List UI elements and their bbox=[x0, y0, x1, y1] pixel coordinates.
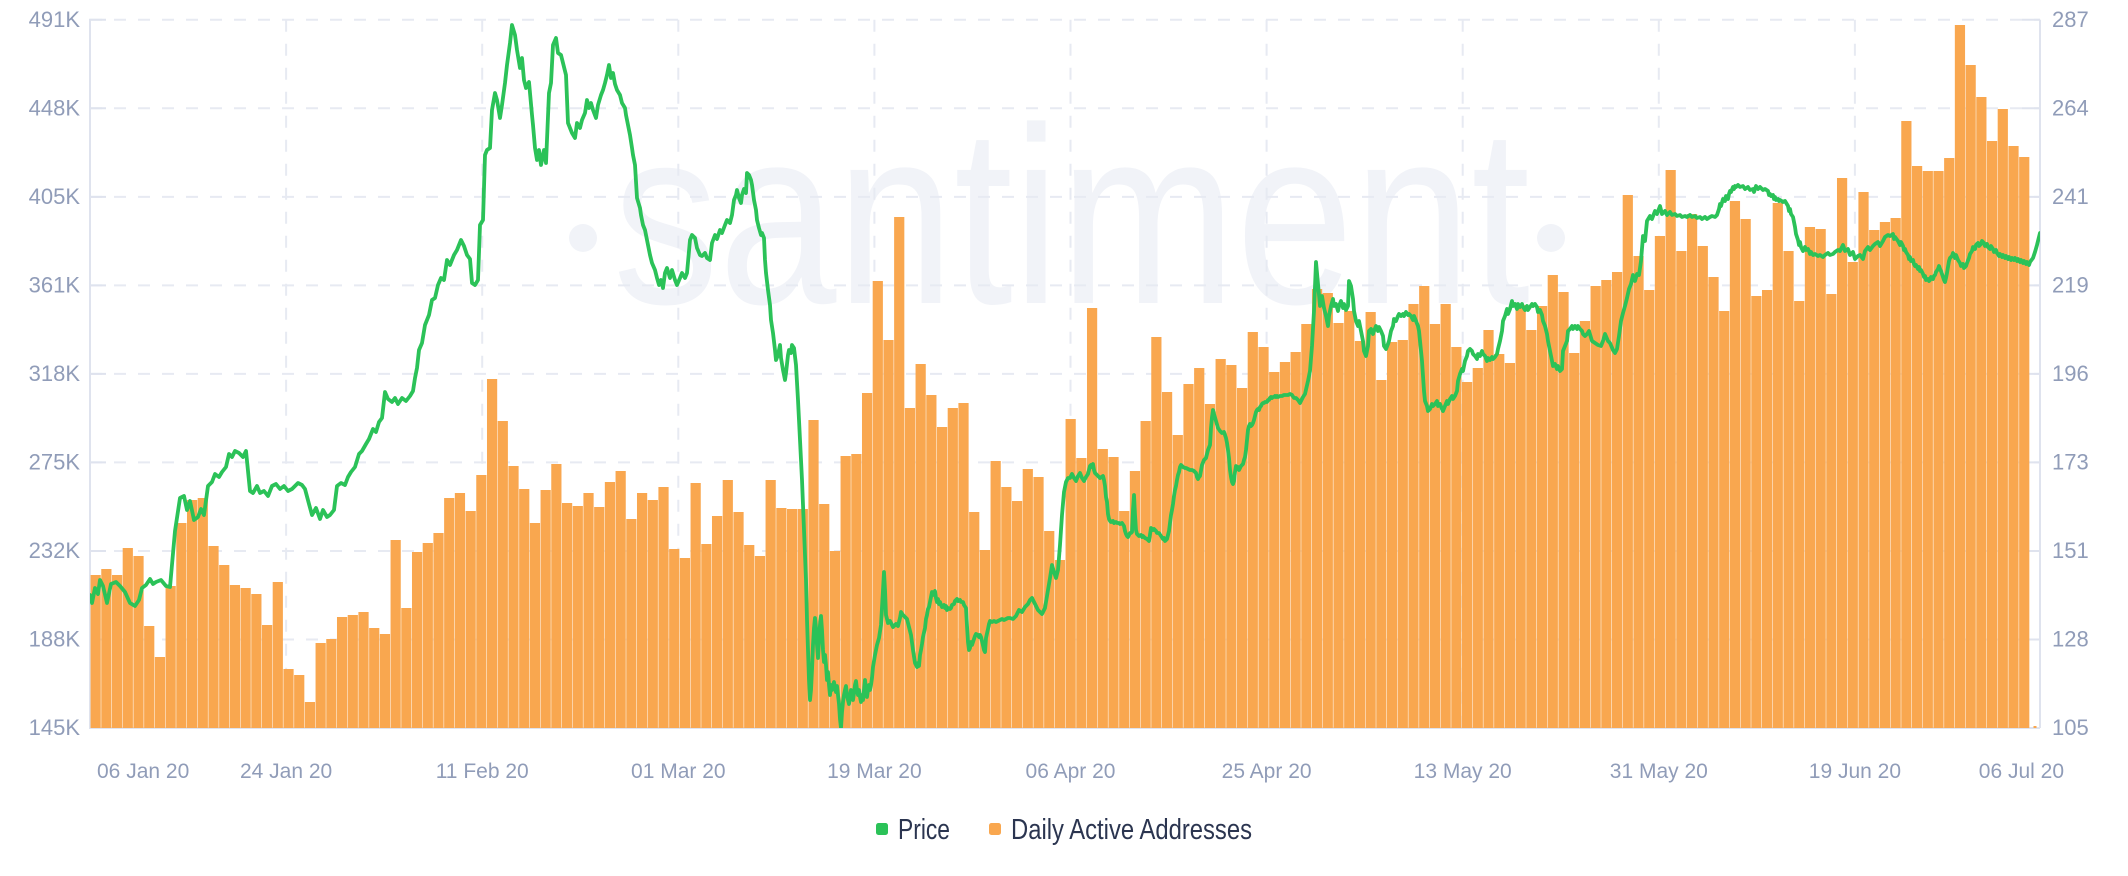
svg-text:01 Mar 20: 01 Mar 20 bbox=[631, 760, 726, 783]
svg-text:19 Mar 20: 19 Mar 20 bbox=[827, 760, 922, 783]
svg-text:13 May 20: 13 May 20 bbox=[1414, 760, 1512, 783]
svg-text:232K: 232K bbox=[29, 538, 81, 563]
svg-text:264: 264 bbox=[2052, 95, 2089, 120]
svg-text:128: 128 bbox=[2052, 627, 2089, 652]
svg-text:19 Jun 20: 19 Jun 20 bbox=[1809, 760, 1901, 783]
svg-text:219: 219 bbox=[2052, 272, 2089, 297]
svg-text:06 Apr 20: 06 Apr 20 bbox=[1026, 760, 1116, 783]
svg-text:Daily Active Addresses: Daily Active Addresses bbox=[1011, 814, 1252, 846]
svg-text:11 Feb 20: 11 Feb 20 bbox=[436, 760, 529, 783]
svg-text:145K: 145K bbox=[29, 715, 81, 740]
svg-text:25 Apr 20: 25 Apr 20 bbox=[1222, 760, 1312, 783]
svg-text:275K: 275K bbox=[29, 449, 81, 474]
svg-text:188K: 188K bbox=[29, 627, 81, 652]
svg-text:318K: 318K bbox=[29, 361, 81, 386]
svg-text:448K: 448K bbox=[29, 95, 81, 120]
svg-text:405K: 405K bbox=[29, 184, 81, 209]
svg-text:287: 287 bbox=[2052, 7, 2089, 32]
svg-text:06 Jul 20: 06 Jul 20 bbox=[1979, 760, 2064, 783]
svg-text:196: 196 bbox=[2052, 361, 2089, 386]
svg-text:173: 173 bbox=[2052, 449, 2089, 474]
svg-text:105: 105 bbox=[2052, 715, 2089, 740]
svg-text:31 May 20: 31 May 20 bbox=[1610, 760, 1708, 783]
svg-text:361K: 361K bbox=[29, 272, 81, 297]
svg-text:241: 241 bbox=[2052, 184, 2089, 209]
svg-text:151: 151 bbox=[2052, 538, 2089, 563]
svg-text:Price: Price bbox=[898, 814, 950, 846]
svg-text:24 Jan 20: 24 Jan 20 bbox=[240, 760, 332, 783]
svg-text:491K: 491K bbox=[29, 7, 81, 32]
svg-text:06 Jan 20: 06 Jan 20 bbox=[97, 760, 189, 783]
